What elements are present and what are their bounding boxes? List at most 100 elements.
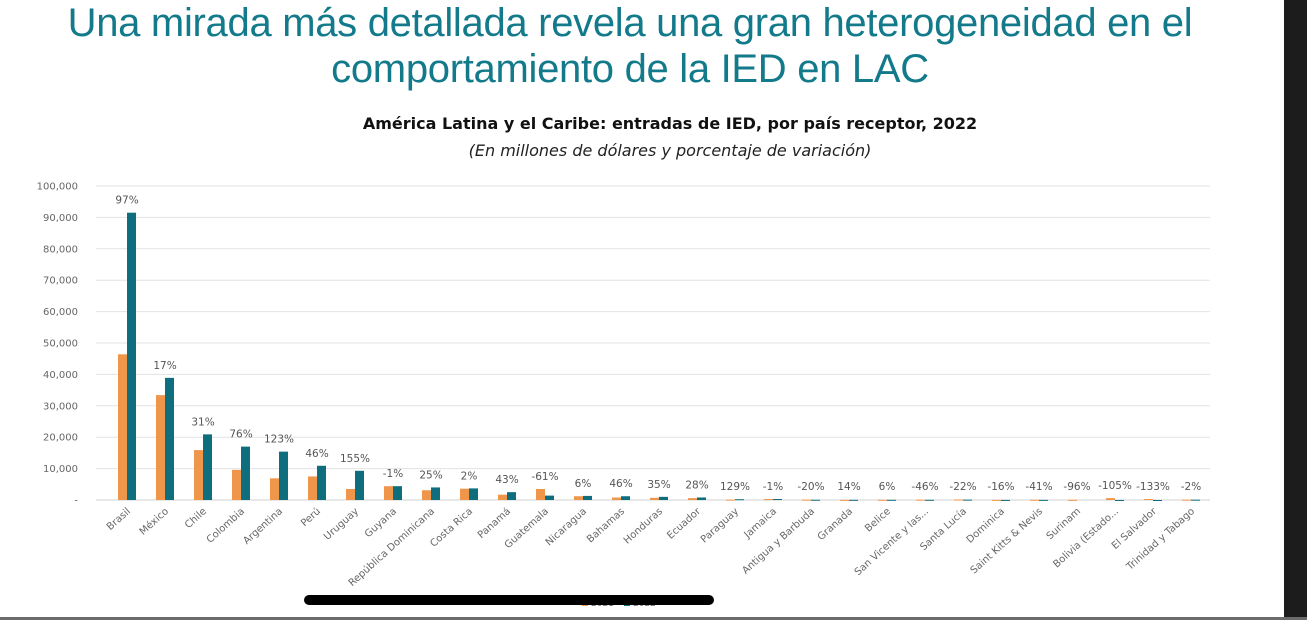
bar-2021	[1106, 498, 1115, 500]
bar-2022	[507, 492, 516, 500]
bar-2022	[1153, 500, 1162, 501]
variation-label: -1%	[383, 468, 403, 480]
data-labels: 97% 17% 31% 76% 123% 46% 155% -1% 25% 2% 43% -61% 6%…	[115, 195, 1201, 493]
bar-2021	[1030, 499, 1039, 501]
variation-label: 14%	[837, 481, 860, 493]
y-tick-label: 40,000	[43, 370, 78, 381]
variation-label: 6%	[879, 481, 896, 493]
variation-label: -46%	[911, 481, 938, 493]
variation-label: 155%	[340, 453, 370, 465]
y-tick-label: 20,000	[43, 433, 78, 444]
bar-2022	[279, 451, 288, 500]
bar-2021	[764, 498, 773, 500]
bar-2022	[925, 499, 934, 501]
bar-chart: - 10,000 20,000 30,000 40,000 50,000 60,000 70,…	[37, 182, 1210, 609]
home-indicator-bar	[304, 595, 714, 605]
bar-2022	[735, 499, 744, 501]
x-tick-label: Bolivia (Estado...	[1051, 506, 1121, 570]
variation-label: -61%	[531, 471, 558, 483]
bar-2022	[241, 446, 250, 500]
x-tick-label: Saint Kitts & Nevis	[969, 506, 1045, 576]
variation-label: 97%	[115, 195, 138, 207]
bar-2022	[963, 499, 972, 501]
bar-2021	[688, 498, 697, 500]
y-tick-label: 80,000	[43, 244, 78, 255]
bar-2021	[232, 469, 241, 500]
bar-2021	[536, 489, 545, 500]
y-tick-label: 90,000	[43, 213, 78, 224]
x-tick-label: Belice	[863, 506, 893, 534]
bar-2021	[992, 499, 1001, 501]
variation-label: -96%	[1063, 481, 1090, 493]
bar-2021	[308, 476, 317, 500]
x-tick-label: Colombia	[205, 506, 247, 546]
y-tick-label: 60,000	[43, 307, 78, 318]
x-tick-label: Brasil	[105, 506, 133, 533]
variation-label: 31%	[191, 416, 214, 428]
variation-label: 17%	[153, 360, 176, 372]
device-bottom-edge	[0, 617, 1307, 620]
bar-2022	[1039, 499, 1048, 501]
chart-subtitle: (En millones de dólares y porcentaje de …	[468, 141, 872, 160]
bar-2022	[773, 498, 782, 500]
variation-label: 129%	[720, 481, 750, 493]
x-tick-label: Guyana	[363, 506, 399, 540]
y-tick-label: 70,000	[43, 276, 78, 287]
bar-2022	[697, 497, 706, 500]
bar-2021	[422, 490, 431, 500]
headline-line-1: Una mirada más detallada revela una gran…	[67, 1, 1193, 45]
x-tick-label: Chile	[183, 506, 209, 531]
bar-2021	[916, 499, 925, 501]
bar-2022	[469, 488, 478, 500]
bar-2022	[165, 377, 174, 500]
x-tick-label: Trinidad y Tabago	[1124, 506, 1197, 573]
bar-2022	[393, 486, 402, 500]
bar-2021	[1068, 499, 1077, 501]
bar-2021	[840, 499, 849, 501]
variation-label: -2%	[1181, 481, 1201, 493]
x-tick-label: Uruguay	[322, 506, 361, 543]
bar-2022	[849, 499, 858, 501]
variation-label: -22%	[949, 481, 976, 493]
x-tick-label: San Vicente y las...	[853, 506, 931, 578]
bar-2021	[726, 499, 735, 501]
x-tick-label: Bahamas	[585, 506, 627, 545]
bar-2021	[384, 486, 393, 500]
x-tick-label: Honduras	[622, 506, 665, 546]
variation-label: -133%	[1136, 481, 1170, 493]
y-tick-label: 30,000	[43, 401, 78, 412]
chart-title: América Latina y el Caribe: entradas de …	[362, 114, 978, 133]
variation-label: 46%	[609, 478, 632, 490]
variation-label: 28%	[685, 479, 708, 491]
headline-line-2: comportamiento de la IED en LAC	[331, 47, 929, 91]
x-tick-label: Panamá	[475, 505, 513, 541]
device-side-bezel	[1284, 0, 1307, 620]
bar-2021	[802, 499, 811, 501]
bar-2022	[583, 495, 592, 500]
slide-headline: Una mirada más detallada revela una gran…	[0, 0, 1260, 92]
x-tick-label: Jamaica	[742, 506, 779, 541]
bar-2022	[887, 499, 896, 501]
bar-2021	[612, 497, 621, 500]
variation-label: 2%	[461, 470, 478, 482]
bars	[118, 212, 1200, 501]
x-tick-label: Antigua y Barbuda	[740, 506, 817, 577]
x-tick-label: Paraguay	[699, 506, 741, 545]
variation-label: -16%	[987, 481, 1014, 493]
bar-2021	[574, 496, 583, 500]
x-tick-label: Argentina	[241, 506, 285, 547]
variation-label: 43%	[495, 474, 518, 486]
bar-2022	[431, 487, 440, 500]
y-tick-label: 100,000	[37, 182, 78, 193]
x-tick-label: Nicaragua	[544, 506, 589, 548]
bar-2021	[1182, 499, 1191, 501]
slide: Una mirada más detallada revela una gran…	[0, 0, 1260, 609]
y-tick-label: -	[74, 496, 78, 507]
x-tick-label: Perú	[298, 505, 323, 529]
bar-2022	[621, 496, 630, 500]
y-tick-label: 10,000	[43, 464, 78, 475]
bar-2022	[545, 495, 554, 500]
variation-label: 25%	[419, 469, 442, 481]
bar-2021	[954, 499, 963, 501]
